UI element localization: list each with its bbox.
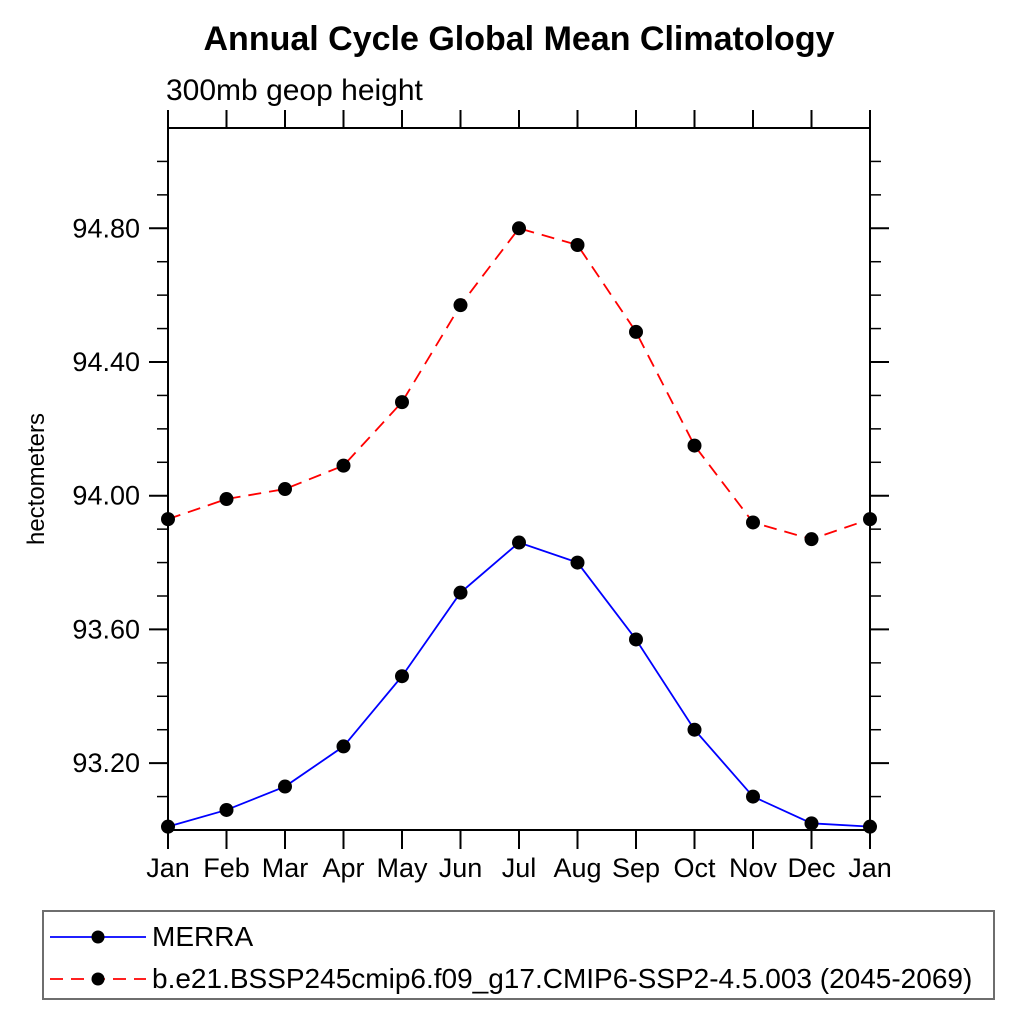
data-point bbox=[687, 438, 702, 453]
data-point bbox=[453, 298, 468, 313]
x-tick-label: Jan bbox=[146, 853, 190, 883]
chart-title: Annual Cycle Global Mean Climatology bbox=[203, 20, 835, 58]
data-point bbox=[746, 515, 760, 530]
x-tick-label: Sep bbox=[612, 853, 660, 883]
legend-swatch-dashed-line-icon bbox=[50, 972, 146, 986]
y-tick-label: 94.00 bbox=[72, 481, 140, 511]
x-tick-label: Dec bbox=[787, 853, 835, 883]
legend-marker-dot bbox=[91, 972, 105, 986]
data-point bbox=[746, 789, 760, 804]
legend-marker-dot bbox=[91, 930, 105, 944]
data-point bbox=[863, 819, 877, 834]
series-line-1 bbox=[167, 227, 871, 541]
data-point bbox=[161, 512, 175, 527]
data-point bbox=[278, 482, 292, 497]
data-point bbox=[161, 819, 175, 834]
y-tick-label: 93.60 bbox=[72, 614, 140, 644]
data-point bbox=[336, 739, 351, 754]
legend-label: MERRA bbox=[152, 921, 254, 952]
data-point bbox=[278, 779, 292, 794]
x-tick-label: Jul bbox=[502, 853, 537, 883]
chart-subtitle: 300mb geop height bbox=[166, 74, 423, 107]
y-tick-label: 93.20 bbox=[72, 748, 140, 778]
legend-swatch-solid-line-icon bbox=[50, 930, 146, 944]
data-point bbox=[570, 555, 585, 570]
data-point bbox=[629, 324, 643, 339]
y-tick-label: 94.40 bbox=[72, 347, 140, 377]
data-point bbox=[395, 395, 409, 410]
data-point bbox=[512, 221, 526, 236]
x-tick-label: Jun bbox=[439, 853, 483, 883]
data-point bbox=[219, 802, 234, 817]
data-point bbox=[629, 632, 643, 647]
legend-item-0: MERRA bbox=[44, 921, 254, 952]
legend-box: MERRA b.e21.BSSP245cmip6.f09_g17.CMIP6-SS… bbox=[42, 910, 995, 1000]
data-point bbox=[570, 238, 585, 252]
x-tick-label: Oct bbox=[673, 853, 716, 883]
y-tick-label: 94.80 bbox=[72, 213, 140, 243]
data-point bbox=[336, 458, 351, 473]
data-point bbox=[804, 816, 819, 831]
data-point bbox=[512, 535, 526, 550]
series-line-0 bbox=[167, 541, 871, 828]
data-point bbox=[453, 585, 468, 600]
legend-label: b.e21.BSSP245cmip6.f09_g17.CMIP6-SSP2-4.… bbox=[152, 963, 973, 994]
data-point bbox=[219, 492, 234, 507]
x-tick-label: May bbox=[376, 853, 428, 883]
data-point bbox=[863, 512, 877, 527]
data-point bbox=[395, 669, 409, 684]
data-point bbox=[687, 722, 702, 737]
x-tick-label: Mar bbox=[262, 853, 309, 883]
x-tick-label: Apr bbox=[322, 853, 364, 883]
x-tick-label: Nov bbox=[729, 853, 778, 883]
legend-item-1: b.e21.BSSP245cmip6.f09_g17.CMIP6-SSP2-4.… bbox=[44, 963, 973, 994]
x-tick-label: Jan bbox=[848, 853, 892, 883]
x-tick-label: Feb bbox=[203, 853, 250, 883]
x-tick-label: Aug bbox=[553, 853, 601, 883]
data-point bbox=[804, 532, 819, 547]
